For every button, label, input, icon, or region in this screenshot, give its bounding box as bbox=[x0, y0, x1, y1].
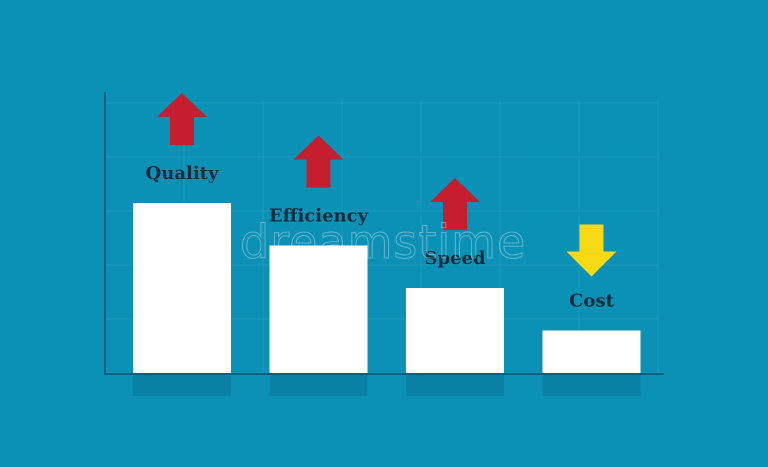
bar-shadow bbox=[269, 374, 368, 396]
bar-quality bbox=[133, 203, 231, 373]
bar-shadow bbox=[406, 374, 504, 396]
bar-shadows bbox=[133, 374, 641, 396]
arrow-down-icon bbox=[566, 224, 617, 277]
bar-label: Efficiency bbox=[269, 206, 369, 227]
arrow-up-icon bbox=[157, 93, 207, 145]
bar-label: Cost bbox=[569, 291, 614, 312]
bar-label: Speed bbox=[424, 248, 485, 269]
bar-speed bbox=[406, 288, 504, 373]
labels: Quality Efficiency Speed Cost bbox=[146, 163, 615, 312]
bar-cost bbox=[542, 330, 641, 373]
bar-shadow bbox=[133, 374, 231, 396]
bars bbox=[133, 203, 641, 373]
arrow-up-icon bbox=[430, 178, 480, 230]
arrow-up-icon bbox=[293, 135, 344, 188]
bar-shadow bbox=[542, 374, 641, 396]
watermark: dreamstime bbox=[240, 215, 526, 269]
arrows bbox=[157, 93, 617, 277]
bar-efficiency bbox=[269, 245, 368, 373]
bar-label: Quality bbox=[146, 163, 219, 184]
